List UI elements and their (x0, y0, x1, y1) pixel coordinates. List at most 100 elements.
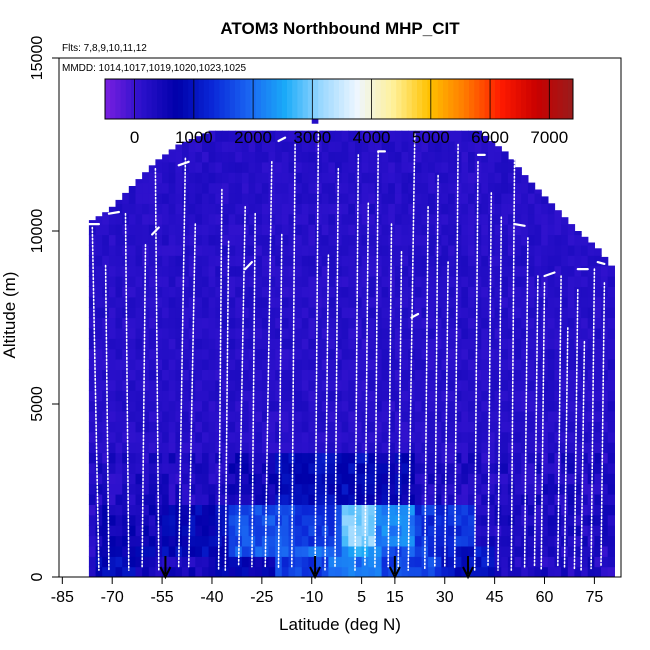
heatmap-cell (175, 234, 183, 246)
heatmap-cell (561, 452, 569, 464)
heatmap-cell (202, 566, 210, 577)
heatmap-cell (581, 379, 589, 391)
heatmap-cell (268, 213, 276, 225)
colorbar-segment (209, 79, 215, 119)
heatmap-cell (574, 255, 582, 267)
heatmap-cell (328, 379, 336, 391)
heatmap-cell (434, 566, 443, 577)
heatmap-cell (434, 255, 443, 267)
heatmap-cell (228, 400, 236, 412)
heatmap-cell (501, 410, 509, 422)
heatmap-cell (188, 317, 196, 329)
heatmap-cell (208, 327, 216, 339)
heatmap-cell (388, 473, 396, 485)
heatmap-cell (328, 462, 336, 474)
heatmap-cell (574, 276, 582, 287)
colorbar-segment (443, 79, 449, 119)
heatmap-cell (607, 494, 615, 505)
heatmap-cell (221, 192, 230, 204)
heatmap-cell (521, 317, 529, 329)
colorbar-segment (110, 79, 116, 119)
colorbar-tick-label: 1000 (175, 128, 213, 147)
heatmap-cell (521, 494, 529, 505)
heatmap-cell (202, 369, 210, 381)
x-tick-label: 15 (386, 589, 404, 606)
heatmap-cell (494, 244, 502, 256)
heatmap-cell (168, 151, 176, 163)
heatmap-cell (501, 255, 509, 267)
heatmap-cell (195, 431, 203, 443)
heatmap-cell (454, 494, 462, 505)
heatmap-cell (454, 213, 462, 225)
heatmap-cell (168, 483, 176, 495)
flight-track (364, 202, 370, 568)
heatmap-cell (308, 359, 316, 370)
heatmap-cell (607, 483, 615, 495)
heatmap-cell (348, 556, 356, 568)
heatmap-cell (255, 483, 263, 495)
heatmap-cell (401, 296, 409, 308)
heatmap-cell (335, 255, 343, 267)
heatmap-cell (182, 442, 190, 454)
heatmap-cell (474, 442, 482, 454)
heatmap-cell (527, 545, 536, 557)
heatmap-cell (148, 410, 157, 422)
heatmap-cell (162, 462, 170, 474)
heatmap-cell (308, 390, 316, 402)
heatmap-cell (554, 286, 562, 298)
flight-track (580, 340, 586, 571)
heatmap-cell (534, 244, 542, 256)
heatmap-cell (335, 317, 343, 329)
heatmap-cell (295, 296, 303, 308)
heatmap-cell (607, 276, 615, 287)
heatmap-cell (155, 265, 163, 277)
heatmap-cell (421, 213, 429, 225)
heatmap-cell (188, 255, 196, 267)
heatmap-cell (108, 494, 117, 505)
heatmap-cell (308, 317, 316, 329)
heatmap-cell (401, 192, 409, 204)
heatmap-cell (441, 244, 449, 256)
heatmap-cell (315, 224, 323, 236)
heatmap-cell (374, 504, 383, 516)
heatmap-cell (554, 452, 562, 464)
heatmap-cell (381, 452, 389, 464)
heatmap-cell (128, 442, 137, 454)
heatmap-cell (108, 265, 117, 277)
heatmap-cell (195, 327, 203, 339)
heatmap-cell (341, 545, 349, 557)
heatmap-cell (514, 213, 522, 225)
heatmap-cell (501, 161, 509, 173)
heatmap-cell (175, 400, 183, 412)
heatmap-cell (414, 494, 423, 505)
heatmap-cell (122, 410, 130, 422)
heatmap-cell (241, 410, 250, 422)
heatmap-cell (182, 504, 190, 516)
heatmap-cell (142, 504, 150, 516)
heatmap-cell (428, 369, 436, 381)
heatmap-cell (521, 175, 529, 184)
heatmap-cell (148, 172, 157, 184)
heatmap-cell (268, 224, 276, 236)
heatmap-cell (388, 338, 396, 350)
heatmap-cell (348, 265, 356, 277)
heatmap-cell (195, 234, 203, 246)
heatmap-cell (255, 327, 263, 339)
heatmap-cell (195, 359, 203, 370)
heatmap-cell (308, 514, 316, 526)
heatmap-cell (527, 234, 536, 246)
heatmap-cell (368, 265, 376, 277)
heatmap-cell (607, 369, 615, 381)
heatmap-cell (408, 410, 416, 422)
heatmap-cell (275, 494, 283, 505)
heatmap-cell (248, 327, 256, 339)
heatmap-cell (255, 504, 263, 516)
heatmap-cell (541, 556, 549, 568)
heatmap-cell (547, 203, 556, 215)
heatmap-cell (221, 161, 230, 173)
heatmap-cell (102, 379, 110, 391)
heatmap-cell (128, 379, 137, 391)
heatmap-cell (235, 296, 243, 308)
heatmap-cell (448, 224, 456, 236)
heatmap-cell (188, 452, 196, 464)
